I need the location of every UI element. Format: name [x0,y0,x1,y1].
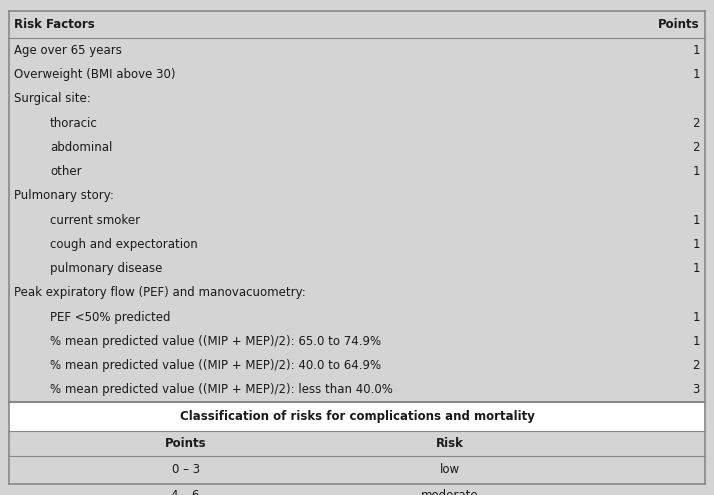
Text: Risk: Risk [436,437,464,450]
Text: 1: 1 [692,44,700,57]
Text: pulmonary disease: pulmonary disease [50,262,162,275]
Text: 1: 1 [692,310,700,324]
Text: 1: 1 [692,165,700,178]
Text: other: other [50,165,81,178]
Text: PEF <50% predicted: PEF <50% predicted [50,310,171,324]
Text: cough and expectoration: cough and expectoration [50,238,198,251]
Text: 4 – 6: 4 – 6 [171,489,200,495]
Text: 2: 2 [692,359,700,372]
Text: 1: 1 [692,238,700,251]
Text: Points: Points [658,18,700,31]
Text: Peak expiratory flow (PEF) and manovacuometry:: Peak expiratory flow (PEF) and manovacuo… [14,286,306,299]
Text: Classification of risks for complications and mortality: Classification of risks for complication… [179,410,535,423]
Text: 2: 2 [692,141,700,154]
Text: 2: 2 [692,116,700,130]
Text: 1: 1 [692,335,700,348]
Text: 1: 1 [692,213,700,227]
Text: % mean predicted value ((MIP + MEP)/2): 65.0 to 74.9%: % mean predicted value ((MIP + MEP)/2): … [50,335,381,348]
Text: 1: 1 [692,262,700,275]
Text: Risk Factors: Risk Factors [14,18,95,31]
Text: Pulmonary story:: Pulmonary story: [14,189,114,202]
Text: 1: 1 [692,68,700,81]
Text: Age over 65 years: Age over 65 years [14,44,122,57]
Text: moderate: moderate [421,489,478,495]
Text: % mean predicted value ((MIP + MEP)/2): 40.0 to 64.9%: % mean predicted value ((MIP + MEP)/2): … [50,359,381,372]
Text: 0 – 3: 0 – 3 [171,463,200,476]
Text: Points: Points [165,437,206,450]
Text: % mean predicted value ((MIP + MEP)/2): less than 40.0%: % mean predicted value ((MIP + MEP)/2): … [50,383,393,396]
Text: low: low [440,463,460,476]
Text: Overweight (BMI above 30): Overweight (BMI above 30) [14,68,176,81]
Text: 3: 3 [693,383,700,396]
Bar [9,402,705,431]
Text: Surgical site:: Surgical site: [14,92,91,105]
Text: abdominal: abdominal [50,141,112,154]
Text: current smoker: current smoker [50,213,140,227]
Text: thoracic: thoracic [50,116,98,130]
